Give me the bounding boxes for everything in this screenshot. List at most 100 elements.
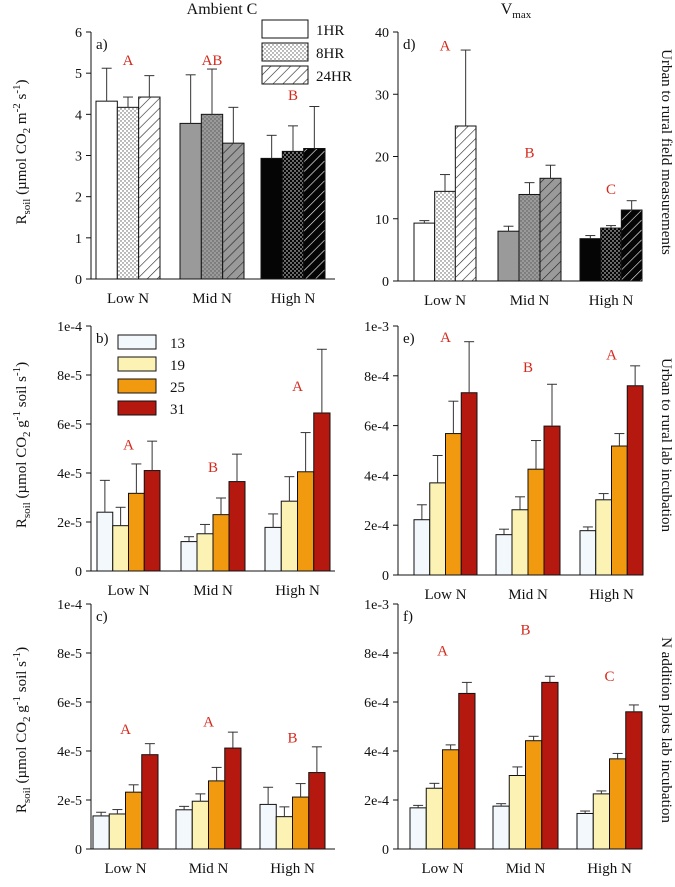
column-title-vmax: Vmax: [501, 1, 532, 21]
bar-pattern: [223, 143, 244, 279]
bar-pattern: [519, 194, 540, 281]
ylabel-exp2: -1: [11, 367, 23, 376]
ylabel-close: ): [14, 79, 30, 84]
row-title-lab-urban: Urban to rural lab incubation: [658, 358, 674, 533]
significance-letter: A: [292, 379, 303, 395]
column-title-ambient-c: Ambient C: [187, 1, 258, 18]
x-tick-label: Mid N: [192, 291, 232, 307]
significance-letter: A: [123, 53, 134, 69]
bar-b-2-3: [313, 412, 331, 572]
bar-f-1-2: [525, 740, 543, 850]
bar-c-0-2: [125, 791, 143, 850]
bar-c-1-1: [191, 800, 209, 850]
y-tick-label: 8e-5: [57, 369, 82, 384]
bar-pattern: [601, 228, 621, 281]
y-tick-label: 8e-4: [364, 647, 389, 662]
bar-b-0-1: [112, 525, 129, 572]
significance-letter: C: [606, 182, 616, 198]
y-tick-label: 0: [75, 273, 82, 288]
legend-swatch-31: [117, 400, 157, 416]
bar-b-0-3: [143, 470, 161, 572]
ylabel-unit: (µmol CO: [14, 133, 30, 198]
significance-letter: B: [520, 623, 530, 639]
significance-letter: B: [524, 146, 534, 162]
bar-b-0-2: [128, 492, 145, 572]
ylabel-row2: Rsoil (µmol CO2 g-1 soil s-1): [11, 362, 33, 528]
y-tick-label: 8e-5: [57, 647, 82, 662]
bar-pattern: [435, 191, 455, 281]
legend-label: 1HR: [316, 23, 344, 39]
bar-c-0-1: [108, 813, 126, 850]
legend-swatch-pattern: [262, 43, 308, 61]
ylabel-r: R: [14, 518, 30, 528]
y-tick-label: 4: [75, 108, 82, 123]
ylabel-co2-sub: 2: [21, 128, 33, 134]
bar-pattern: [621, 210, 642, 281]
y-tick-label: 1e-4: [57, 320, 82, 335]
y-tick-label: 4e-4: [364, 469, 389, 484]
row-title-field: Urban to rural field measurements: [658, 49, 674, 255]
bar-e-0-2: [445, 433, 462, 576]
ylabel-sub: soil: [21, 199, 33, 215]
bar-pattern: [455, 126, 476, 281]
bar-e-1-3: [543, 425, 561, 576]
bar-c-1-2: [208, 780, 226, 850]
bar-b-2-0: [264, 526, 282, 572]
legend-label: 8HR: [316, 46, 344, 62]
ylabel-sub: soil: [21, 787, 33, 803]
y-tick-label: 2e-4: [364, 794, 389, 809]
x-tick-label: Mid N: [193, 583, 233, 599]
significance-letter: AB: [202, 53, 223, 69]
x-tick-label: Low N: [104, 861, 146, 877]
ylabel-exp1: -1: [11, 696, 23, 705]
bar-c-2-3: [308, 772, 326, 850]
bar-c-0-3: [141, 754, 159, 850]
legend-swatch-13: [117, 334, 157, 350]
bar-b-2-1: [280, 500, 298, 572]
y-tick-label: 1: [75, 232, 82, 247]
x-tick-label: Low N: [424, 587, 466, 603]
x-tick-label: Low N: [107, 583, 149, 599]
bar-c-0-0: [92, 815, 110, 850]
y-tick-label: 6e-5: [57, 696, 82, 711]
bar-a-0-0: [95, 100, 118, 280]
x-tick-label: High N: [270, 861, 315, 877]
ylabel-s: soil s: [14, 661, 30, 696]
legend-label: 31: [170, 402, 185, 418]
y-tick-label: 3: [75, 150, 82, 165]
y-tick-label: 0: [382, 569, 389, 584]
bar-d-2-0: [579, 238, 602, 282]
panel-label: e): [403, 331, 415, 347]
bar-pattern: [201, 114, 223, 279]
legend-duration: 1HR 8HR 24HR: [261, 19, 352, 85]
bar-f-0-2: [442, 749, 460, 850]
bar-e-2-1: [595, 499, 612, 576]
legend-label: 24HR: [316, 69, 352, 85]
ylabel-mass: g: [14, 705, 30, 717]
x-tick-label: Low N: [107, 291, 149, 307]
panel-label: a): [96, 37, 108, 53]
ylabel-close: ): [14, 362, 30, 367]
row-title-lab-n-addition: N addition plots lab incubation: [658, 637, 674, 823]
bar-f-0-1: [425, 787, 443, 850]
panel-c: 0 2e-5 4e-5 6e-5 8e-5 1e-4 c) Low N A Mid N A High …: [57, 598, 335, 877]
ylabel-close: ): [14, 647, 30, 652]
bar-c-2-2: [292, 796, 310, 850]
bar-e-0-1: [429, 482, 446, 576]
bar-f-0-3: [458, 692, 476, 850]
y-tick-label: 40: [375, 26, 389, 41]
panel-label: d): [403, 37, 416, 53]
ylabel-s: soil s: [14, 376, 30, 411]
ylabel-unit: (µmol CO: [14, 437, 30, 502]
significance-letter: B: [287, 730, 297, 746]
bar-f-2-3: [625, 711, 643, 850]
y-tick-label: 1e-3: [364, 320, 389, 335]
bar-b-1-3: [228, 481, 246, 572]
bar-e-0-0: [413, 519, 431, 576]
bar-e-1-0: [495, 534, 513, 576]
x-tick-label: High N: [587, 861, 632, 877]
significance-letter: B: [208, 460, 218, 476]
y-tick-label: 20: [375, 151, 389, 166]
significance-letter: A: [203, 715, 214, 731]
